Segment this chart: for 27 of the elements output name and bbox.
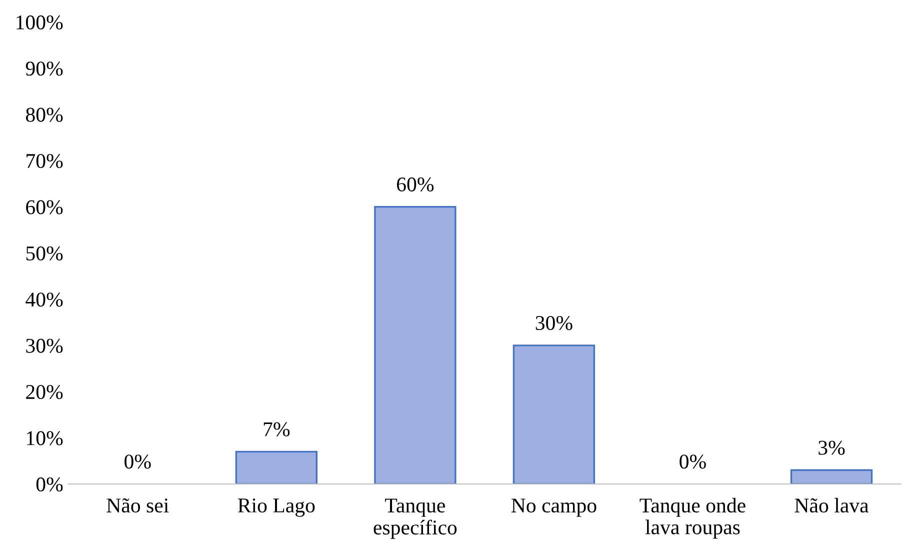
y-tick-label: 80% <box>26 108 63 122</box>
y-tick-label: 20% <box>26 384 63 400</box>
bar <box>235 450 318 484</box>
data-label: 3% <box>818 440 845 455</box>
x-tick-label: Rio Lago <box>238 498 315 517</box>
bar <box>790 469 873 484</box>
data-label: 30% <box>536 316 572 330</box>
y-tick-label: 40% <box>26 292 63 307</box>
x-tick-label: Não lava <box>794 498 869 513</box>
x-tick-label: Tanque específico <box>374 498 457 539</box>
x-tick-label: No campo <box>511 498 596 517</box>
data-label: 60% <box>396 177 434 192</box>
bar <box>374 206 456 484</box>
y-tick-label: 90% <box>26 62 63 76</box>
y-tick-label: 60% <box>26 200 63 214</box>
y-tick-label: 10% <box>27 431 63 446</box>
x-tick-label: Tanque onde lava roupas <box>640 498 746 539</box>
data-label: 0% <box>680 454 706 469</box>
y-tick-label: 70% <box>26 154 63 168</box>
y-tick-label: 0% <box>36 477 63 492</box>
y-tick-label: 30% <box>26 338 63 353</box>
bar <box>512 344 596 484</box>
y-tick-label: 50% <box>26 246 63 260</box>
data-label: 7% <box>264 422 290 436</box>
y-tick-label: 100% <box>16 15 63 30</box>
x-tick-label: Não sei <box>106 498 169 513</box>
data-label: 0% <box>124 454 151 469</box>
